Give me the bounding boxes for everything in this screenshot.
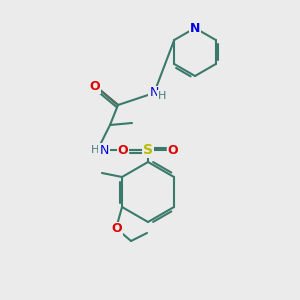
Text: N: N xyxy=(190,22,200,34)
Text: O: O xyxy=(112,223,122,236)
Text: O: O xyxy=(90,80,100,92)
Text: N: N xyxy=(99,143,109,157)
Text: O: O xyxy=(118,143,128,157)
Text: S: S xyxy=(143,143,153,157)
Text: H: H xyxy=(158,91,166,101)
Text: H: H xyxy=(91,145,99,155)
Text: N: N xyxy=(149,86,159,100)
Text: O: O xyxy=(168,143,178,157)
